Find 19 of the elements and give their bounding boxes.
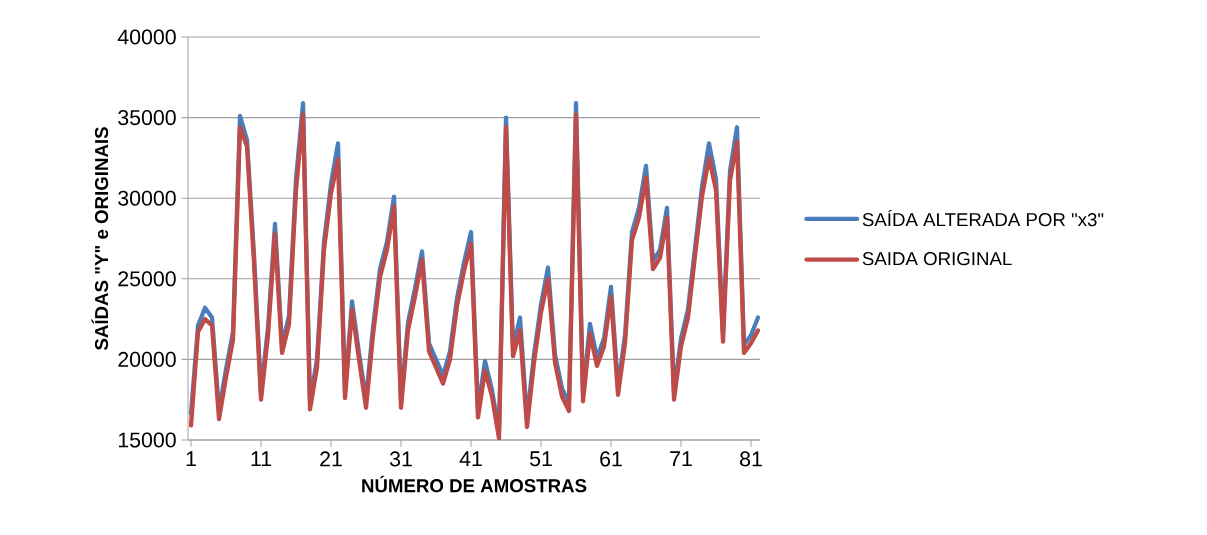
y-tick-label: 35000 [118, 110, 176, 126]
y-tick-label: 40000 [117, 29, 176, 45]
x-tick-label: 1 [186, 451, 196, 467]
x-axis-title: NÚMERO DE AMOSTRAS [362, 475, 587, 493]
y-tick-label: 15000 [118, 432, 176, 448]
y-tick-label: 30000 [118, 190, 176, 206]
x-tick-label: 21 [320, 451, 342, 467]
x-tick-label: 51 [529, 451, 552, 467]
y-axis-title: SAÍDAS "Y" e ORIGINAIS [91, 127, 109, 350]
x-tick-label: 81 [740, 451, 762, 467]
x-tick-label: 11 [251, 451, 272, 467]
x-tick-label: 61 [600, 451, 622, 467]
legend-label: SAÍDA ALTERADA POR "x3" [862, 209, 1104, 227]
x-tick-label: 31 [389, 451, 412, 467]
y-tick-label: 25000 [118, 271, 176, 287]
legend-label: SAIDA ORIGINAL [862, 252, 1012, 266]
x-tick-label: 71 [670, 451, 692, 467]
y-tick-label: 20000 [118, 351, 176, 367]
x-tick-label: 41 [459, 451, 482, 467]
